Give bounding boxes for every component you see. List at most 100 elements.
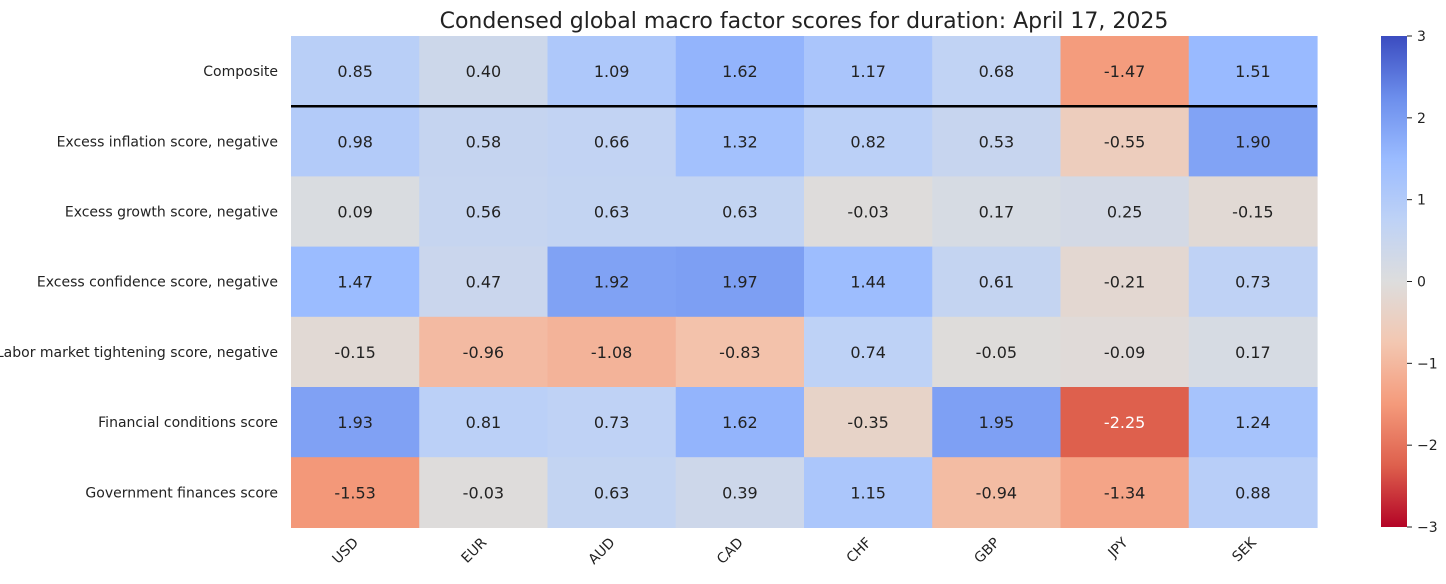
heatmap-cell [291,176,420,248]
row-label: Government finances score [85,485,278,501]
cell-value-label: 1.62 [722,413,758,432]
heatmap-cell [547,36,677,107]
cell-value-label: -0.83 [719,343,760,362]
row-label: Excess growth score, negative [65,205,278,221]
cell-value-label: 0.81 [466,413,502,432]
cell-value-label: 1.93 [337,413,373,432]
cell-value-label: 0.88 [1235,483,1271,502]
cell-value-label: 1.44 [850,273,886,292]
cell-value-label: 0.63 [594,483,630,502]
heatmap-cell [419,387,549,458]
cell-value-label: -0.94 [976,483,1017,502]
heatmap-cell [291,387,420,458]
colorbar-tick-label: −2 [1417,438,1438,454]
colorbar-tick-label: −1 [1417,356,1438,372]
heatmap-cells: 0.85 0.40 1.09 1.62 1.17 0.68 -1.47 1.51 0.98 0.5… [291,36,1318,528]
row-label: Excess inflation score, negative [57,134,278,150]
heatmap-cell [419,457,549,528]
cell-value-label: 0.63 [594,203,630,222]
cell-value-label: 0.63 [722,203,758,222]
cell-value-label: 0.73 [594,413,630,432]
heatmap-cell [932,316,1062,388]
column-label: JPY [1105,535,1132,562]
heatmap-cell [804,457,933,528]
row-label: Financial conditions score [98,415,278,431]
cell-value-label: 0.66 [594,132,630,151]
heatmap-cell [419,246,549,318]
heatmap-cell [1188,316,1318,388]
cell-value-label: 0.68 [979,62,1015,81]
heatmap-cell [1188,457,1318,528]
heatmap-cell [1060,36,1190,107]
heatmap-cell [675,106,805,177]
column-label: EUR [459,535,491,567]
row-label: Labor market tightening score, negative [0,345,278,361]
cell-value-label: -1.53 [334,483,375,502]
cell-value-label: 0.98 [337,132,373,151]
heatmap-cell [1188,387,1318,458]
cell-value-label: 0.25 [1107,203,1143,222]
heatmap-cell [1188,246,1318,318]
cell-value-label: -1.47 [1104,62,1145,81]
cell-value-label: 0.47 [466,273,502,292]
column-label: GBP [971,535,1003,567]
heatmap-cell [547,316,677,388]
heatmap-cell [291,457,420,528]
cell-value-label: 1.97 [722,273,758,292]
heatmap-cell [675,36,805,107]
cell-value-label: 1.32 [722,132,758,151]
cell-value-label: -1.34 [1104,483,1145,502]
cell-value-label: -0.55 [1104,132,1145,151]
heatmap-cell [804,106,933,177]
cell-value-label: -0.96 [463,343,504,362]
cell-value-label: 0.85 [337,62,373,81]
cell-value-label: -0.09 [1104,343,1145,362]
cell-value-label: 1.62 [722,62,758,81]
cell-value-label: 0.73 [1235,273,1271,292]
colorbar-gradient [1381,36,1407,527]
heatmap-cell [1060,387,1190,458]
heatmap-cell [1060,246,1190,318]
heatmap-cell [291,36,420,107]
column-labels: USD EUR AUD CAD CHF GBP JPY SEK [329,534,1260,568]
heatmap-cell [1060,176,1190,248]
heatmap-cell [804,246,933,318]
cell-value-label: -0.03 [463,483,504,502]
heatmap-cell [419,106,549,177]
cell-value-label: -1.08 [591,343,632,362]
column-label: CAD [714,535,747,568]
cell-value-label: 0.56 [466,203,502,222]
cell-value-label: 0.39 [722,483,758,502]
cell-value-label: 0.09 [337,203,373,222]
heatmap-cell [1188,176,1318,248]
colorbar-tick-label: 0 [1417,275,1426,291]
heatmap-cell [419,316,549,388]
cell-value-label: 1.24 [1235,413,1271,432]
heatmap-cell [932,387,1062,458]
heatmap-cell [291,106,420,177]
cell-value-label: -2.25 [1104,413,1145,432]
column-label: CHF [844,535,875,566]
heatmap-cell [804,36,933,107]
heatmap-cell [804,176,933,248]
cell-value-label: 1.09 [594,62,630,81]
chart-title: Condensed global macro factor scores for… [440,9,1169,34]
heatmap-cell [675,387,805,458]
heatmap-cell [932,457,1062,528]
heatmap-cell [932,176,1062,248]
heatmap-cell [1060,457,1190,528]
heatmap-cell [675,457,805,528]
column-label: USD [329,535,361,567]
cell-value-label: 0.17 [979,203,1015,222]
cell-value-label: 1.51 [1235,62,1271,81]
cell-value-label: 0.53 [979,132,1015,151]
colorbar: 3 2 1 0 −1 −2 −3 [1381,29,1438,536]
column-label: SEK [1229,534,1260,565]
row-label: Excess confidence score, negative [37,275,278,291]
row-label: Composite [203,64,278,80]
heatmap-cell [932,246,1062,318]
cell-value-label: -0.35 [847,413,888,432]
heatmap-cell [547,457,677,528]
cell-value-label: 1.17 [850,62,886,81]
